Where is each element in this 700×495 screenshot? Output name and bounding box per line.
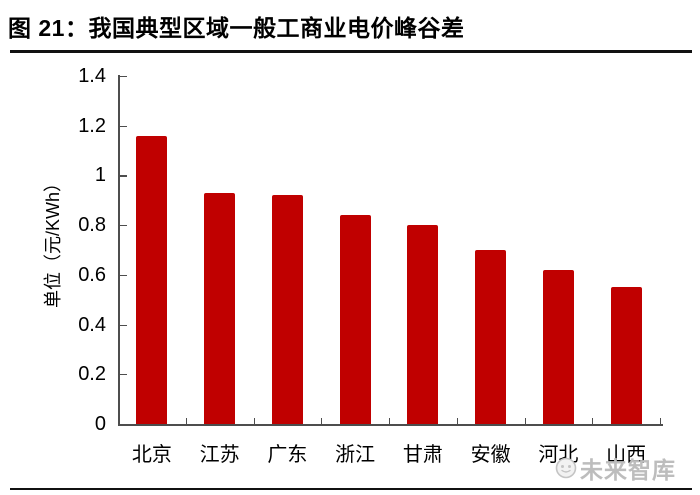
x-tick-mark <box>660 418 662 424</box>
y-tick-mark <box>119 374 127 376</box>
y-axis-title: 单位（元/KWh） <box>43 173 63 309</box>
y-tick-mark <box>119 324 127 326</box>
y-tick-mark <box>119 125 127 127</box>
y-tick-label: 1.2 <box>78 114 106 137</box>
x-tick-mark <box>321 418 323 424</box>
y-tick-label: 0.8 <box>78 214 106 237</box>
y-tick-label: 0.2 <box>78 363 106 386</box>
x-axis-label: 甘肃 <box>402 444 443 466</box>
bar-河北 <box>542 269 574 424</box>
x-axis-label: 广东 <box>267 444 308 466</box>
bar-甘肃 <box>407 225 439 424</box>
y-tick-label: 1.4 <box>78 65 106 87</box>
watermark-text: 未来智库 <box>580 457 676 483</box>
y-tick-mark <box>119 225 127 227</box>
x-axis-label: 安徽 <box>470 444 511 466</box>
y-tick-label: 0.4 <box>78 313 106 336</box>
y-tick-mark <box>119 76 127 78</box>
bar-浙江 <box>339 215 371 424</box>
x-tick-mark <box>524 418 526 424</box>
y-tick-label: 1 <box>94 164 106 187</box>
watermark: 未来智库 <box>555 451 676 485</box>
x-axis-line <box>118 424 663 426</box>
x-axis-label: 山西 <box>606 444 647 466</box>
bar-江苏 <box>204 192 236 424</box>
title-underline <box>10 50 692 53</box>
y-tick-mark <box>119 175 127 177</box>
x-tick-mark <box>456 418 458 424</box>
figure-title: 图 21：我国典型区域一般工商业电价峰谷差 <box>8 15 465 41</box>
y-tick-label: 0 <box>94 413 106 435</box>
y-axis-line <box>118 75 120 426</box>
bar-山西 <box>610 287 642 424</box>
x-axis-label: 浙江 <box>335 444 376 466</box>
x-axis-label: 江苏 <box>199 444 240 466</box>
y-tick-label: 0.6 <box>78 263 106 286</box>
y-tick-mark <box>119 274 127 277</box>
panda-face-logo-icon <box>555 457 577 479</box>
x-tick-mark <box>185 418 187 424</box>
y-tick-mark <box>119 424 127 426</box>
bottom-divider <box>10 488 692 490</box>
bar-安徽 <box>475 250 507 424</box>
bar-广东 <box>271 195 303 424</box>
x-tick-mark <box>253 418 255 424</box>
x-tick-mark <box>118 418 120 424</box>
bar-北京 <box>136 135 168 424</box>
x-tick-mark <box>592 418 594 424</box>
x-axis-label: 北京 <box>131 444 172 466</box>
x-tick-mark <box>389 418 391 424</box>
